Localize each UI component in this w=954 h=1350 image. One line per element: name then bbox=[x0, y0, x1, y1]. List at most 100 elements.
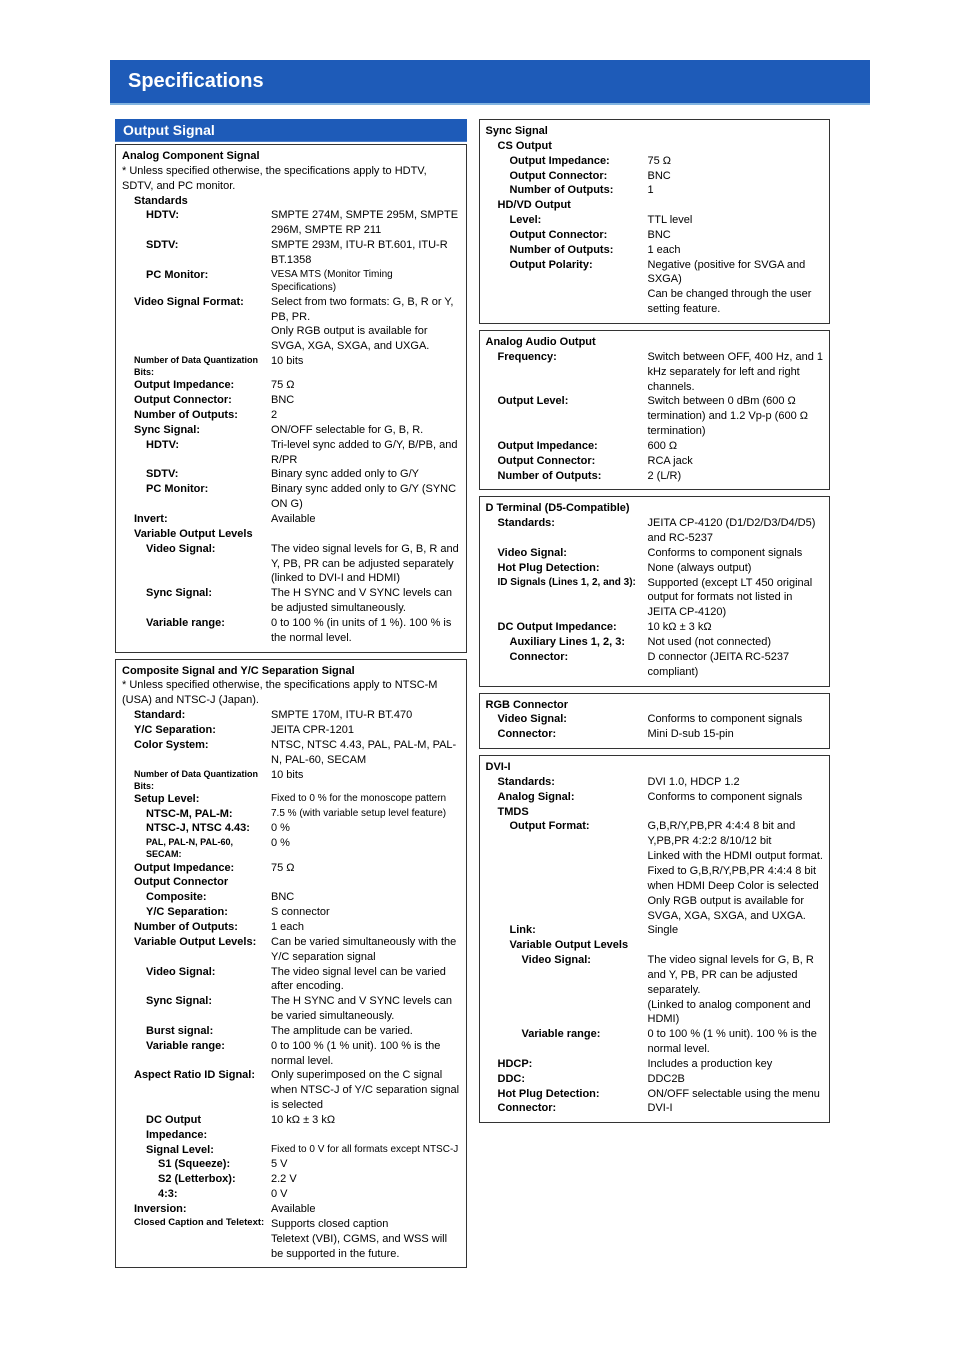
sync-pc-label: PC Monitor: bbox=[146, 482, 271, 497]
dvi-box: DVI-I Standards:DVI 1.0, HDCP 1.2 Analog… bbox=[479, 755, 831, 1123]
c-sl-value: Fixed to 0 V for all formats except NTSC… bbox=[271, 1143, 460, 1157]
dv-hp-value: ON/OFF selectable using the menu bbox=[648, 1087, 824, 1102]
c-ss-label: Sync Signal: bbox=[146, 994, 271, 1009]
sdtv-label: SDTV: bbox=[146, 238, 271, 253]
d-id-value: Supported (except LT 450 original output… bbox=[648, 576, 824, 621]
c-s1-label: S1 (Squeeze): bbox=[158, 1157, 271, 1172]
sync-sdtv-value: Binary sync added only to G/Y bbox=[271, 467, 460, 482]
analog-component-box: Analog Component Signal * Unless specifi… bbox=[115, 144, 467, 653]
c-ycsep-value: S connector bbox=[271, 905, 460, 920]
vs-label: Video Signal: bbox=[146, 542, 271, 557]
sync-title: Sync Signal bbox=[486, 124, 824, 139]
ss-label: Sync Signal: bbox=[146, 586, 271, 601]
c-43-label: 4:3: bbox=[158, 1187, 271, 1202]
pcmon-value: VESA MTS (Monitor Timing Specifications) bbox=[271, 268, 460, 295]
c-dq-value: 10 bits bbox=[271, 768, 460, 783]
hd-pol-label: Output Polarity: bbox=[510, 258, 648, 273]
c-setup-label: Setup Level: bbox=[134, 792, 271, 807]
c-ycsep-label: Y/C Separation: bbox=[146, 905, 271, 920]
d-hp-value: None (always output) bbox=[648, 561, 824, 576]
c-dcimp-label: DC Output Impedance: bbox=[146, 1113, 271, 1143]
invert-label: Invert: bbox=[134, 512, 271, 527]
cs-oimp-value: 75 Ω bbox=[648, 154, 824, 169]
analog-note: * Unless specified otherwise, the specif… bbox=[122, 164, 460, 194]
d-dc-value: 10 kΩ ± 3 kΩ bbox=[648, 620, 824, 635]
r-conn-value: Mini D-sub 15-pin bbox=[648, 727, 824, 742]
d-conn-label: Connector: bbox=[510, 650, 648, 665]
pcmon-label: PC Monitor: bbox=[146, 268, 271, 283]
vsf-value: Select from two formats: G, B, R or Y, P… bbox=[271, 295, 460, 354]
hd-lvl-label: Level: bbox=[510, 213, 648, 228]
dterm-title: D Terminal (D5-Compatible) bbox=[486, 501, 824, 516]
a-nout-label: Number of Outputs: bbox=[498, 469, 648, 484]
dq-value: 10 bits bbox=[271, 354, 460, 369]
c-ss-value: The H SYNC and V SYNC levels can be vari… bbox=[271, 994, 460, 1024]
c-cs-value: NTSC, NTSC 4.43, PAL, PAL-M, PAL-N, PAL-… bbox=[271, 738, 460, 768]
c-ntscj-value: 0 % bbox=[271, 821, 460, 836]
vr-label: Variable range: bbox=[146, 616, 271, 631]
content-columns: Output Signal Analog Component Signal * … bbox=[0, 119, 830, 1294]
sdtv-value: SMPTE 293M, ITU-R BT.601, ITU-R BT.1358 bbox=[271, 238, 460, 268]
hdtv-value: SMPTE 274M, SMPTE 295M, SMPTE 296M, SMPT… bbox=[271, 208, 460, 238]
oconn-value: BNC bbox=[271, 393, 460, 408]
d-vs-label: Video Signal: bbox=[498, 546, 648, 561]
c-vs-label: Video Signal: bbox=[146, 965, 271, 980]
c-std-label: Standard: bbox=[134, 708, 271, 723]
hd-nout-value: 1 each bbox=[648, 243, 824, 258]
a-freq-value: Switch between OFF, 400 Hz, and 1 kHz se… bbox=[648, 350, 824, 395]
d-aux-value: Not used (not connected) bbox=[648, 635, 824, 650]
vr-value: 0 to 100 % (in units of 1 %). 100 % is t… bbox=[271, 616, 460, 646]
sync-hdtv-label: HDTV: bbox=[146, 438, 271, 453]
right-column: Sync Signal CS Output Output Impedance:7… bbox=[479, 119, 831, 1274]
c-s1-value: 5 V bbox=[271, 1157, 460, 1172]
a-lvl-label: Output Level: bbox=[498, 394, 648, 409]
a-oimp-value: 600 Ω bbox=[648, 439, 824, 454]
dv-link-value: Single bbox=[648, 923, 824, 938]
sync-sdtv-label: SDTV: bbox=[146, 467, 271, 482]
c-43-value: 0 V bbox=[271, 1187, 460, 1202]
c-ntscm-label: NTSC-M, PAL-M: bbox=[146, 807, 271, 822]
dv-ofmt-label: Output Format: bbox=[510, 819, 648, 834]
a-freq-label: Frequency: bbox=[498, 350, 648, 365]
c-inv-label: Inversion: bbox=[134, 1202, 271, 1217]
c-vol-value: Can be varied simultaneously with the Y/… bbox=[271, 935, 460, 965]
rgb-box: RGB Connector Video Signal:Conforms to c… bbox=[479, 693, 831, 750]
hd-nout-label: Number of Outputs: bbox=[510, 243, 648, 258]
a-oconn-label: Output Connector: bbox=[498, 454, 648, 469]
r-vs-value: Conforms to component signals bbox=[648, 712, 824, 727]
oimp-label: Output Impedance: bbox=[134, 378, 271, 393]
dv-ddc-value: DDC2B bbox=[648, 1072, 824, 1087]
cs-title: CS Output bbox=[498, 139, 558, 154]
c-oconn-label: Output Connector bbox=[134, 875, 234, 890]
composite-title: Composite Signal and Y/C Separation Sign… bbox=[122, 664, 460, 679]
dv-link-label: Link: bbox=[510, 923, 648, 938]
c-bs-value: The amplitude can be varied. bbox=[271, 1024, 460, 1039]
page-title: Specifications bbox=[110, 60, 870, 105]
dv-vr-value: 0 to 100 % (1 % unit). 100 % is the norm… bbox=[648, 1027, 824, 1057]
hdtv-label: HDTV: bbox=[146, 208, 271, 223]
dv-hdcp-value: Includes a production key bbox=[648, 1057, 824, 1072]
c-cs-label: Color System: bbox=[134, 738, 271, 753]
c-nout-value: 1 each bbox=[271, 920, 460, 935]
hd-pol-value: Negative (positive for SVGA and SXGA) Ca… bbox=[648, 258, 824, 317]
left-column: Output Signal Analog Component Signal * … bbox=[115, 119, 467, 1274]
c-vs-value: The video signal level can be varied aft… bbox=[271, 965, 460, 995]
c-s2-value: 2.2 V bbox=[271, 1172, 460, 1187]
dv-conn-value: DVI-I bbox=[648, 1101, 824, 1116]
d-vs-value: Conforms to component signals bbox=[648, 546, 824, 561]
c-cc-label: Closed Caption and Teletext: bbox=[134, 1217, 271, 1230]
c-comp-label: Composite: bbox=[146, 890, 271, 905]
r-conn-label: Connector: bbox=[498, 727, 648, 742]
oconn-label: Output Connector: bbox=[134, 393, 271, 408]
d-aux-label: Auxiliary Lines 1, 2, 3: bbox=[510, 635, 648, 650]
dv-tmds-label: TMDS bbox=[498, 805, 535, 820]
d-std-label: Standards: bbox=[498, 516, 648, 531]
c-vr-value: 0 to 100 % (1 % unit). 100 % is the norm… bbox=[271, 1039, 460, 1069]
audio-box: Analog Audio Output Frequency:Switch bet… bbox=[479, 330, 831, 490]
nout-label: Number of Outputs: bbox=[134, 408, 271, 423]
hd-lvl-value: TTL level bbox=[648, 213, 824, 228]
c-sl-label: Signal Level: bbox=[146, 1143, 271, 1158]
sync-hdtv-value: Tri-level sync added to G/Y, B/PB, and R… bbox=[271, 438, 460, 468]
sync-box: Sync Signal CS Output Output Impedance:7… bbox=[479, 119, 831, 324]
dv-std-label: Standards: bbox=[498, 775, 648, 790]
